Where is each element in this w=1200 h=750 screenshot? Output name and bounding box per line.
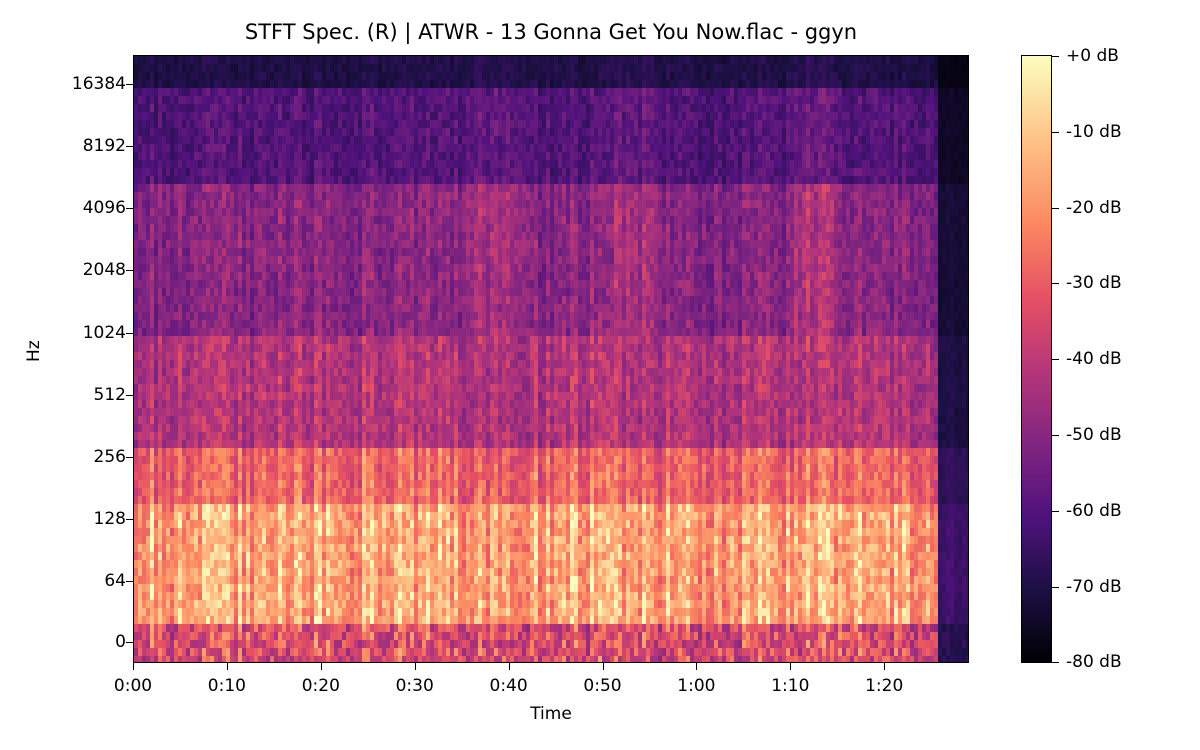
x-tick-label: 1:00: [677, 676, 716, 696]
y-tick-label: 0: [115, 632, 126, 652]
y-tick-label: 4096: [82, 198, 126, 218]
y-tick-mark: [126, 519, 133, 520]
x-axis-label: Time: [530, 704, 572, 724]
colorbar-tick-label: -70 dB: [1066, 576, 1122, 597]
colorbar: [1021, 55, 1052, 663]
x-tick-mark: [696, 663, 698, 670]
y-tick-label: 8192: [82, 136, 126, 156]
y-tick-label: 2048: [82, 260, 126, 280]
y-tick-mark: [126, 84, 133, 85]
x-tick-mark: [133, 663, 134, 670]
x-tick-label: 0:30: [395, 676, 434, 696]
spectrogram-plot: [133, 55, 969, 663]
x-tick-mark: [602, 663, 604, 670]
colorbar-tick-label: -20 dB: [1066, 197, 1122, 218]
colorbar-tick-label: -30 dB: [1066, 273, 1122, 294]
y-tick-mark: [126, 208, 133, 209]
y-tick-mark: [126, 146, 133, 147]
spectrogram-image: [134, 56, 968, 662]
colorbar-tick-label: -40 dB: [1066, 349, 1122, 370]
y-tick-mark: [126, 395, 133, 396]
y-tick-label: 128: [93, 509, 126, 529]
colorbar-tick-label: -60 dB: [1066, 500, 1122, 521]
x-tick-label: 1:10: [771, 676, 810, 696]
x-tick-label: 1:20: [865, 676, 904, 696]
x-tick-mark: [226, 663, 228, 670]
x-tick-mark: [508, 663, 510, 670]
y-tick-mark: [126, 642, 133, 643]
x-tick-mark: [790, 663, 792, 670]
y-tick-mark: [126, 457, 133, 458]
x-tick-label: 0:00: [113, 676, 153, 696]
y-tick-mark: [126, 333, 133, 334]
colorbar-tick-mark: [1052, 435, 1059, 436]
y-axis-label: Hz: [24, 340, 44, 362]
colorbar-tick-mark: [1052, 56, 1059, 57]
colorbar-tick-label: -10 dB: [1066, 121, 1122, 142]
colorbar-tick-mark: [1052, 662, 1059, 664]
x-tick-mark: [414, 663, 416, 670]
x-tick-label: 0:10: [207, 676, 246, 696]
colorbar-tick-label: -50 dB: [1066, 425, 1122, 445]
y-tick-label: 1024: [82, 323, 126, 343]
x-tick-mark: [320, 663, 322, 670]
y-tick-mark: [126, 270, 133, 271]
colorbar-tick-label: +0 dB: [1066, 46, 1119, 66]
x-tick-label: 0:20: [301, 676, 340, 696]
colorbar-tick-mark: [1052, 359, 1059, 361]
colorbar-tick-mark: [1052, 207, 1059, 209]
colorbar-tick-mark: [1052, 510, 1059, 512]
y-tick-label: 16384: [71, 74, 126, 94]
y-tick-mark: [126, 581, 133, 582]
colorbar-tick-mark: [1052, 283, 1059, 285]
colorbar-tick-mark: [1052, 586, 1059, 588]
y-tick-label: 512: [93, 385, 126, 405]
chart-title: STFT Spec. (R) | ATWR - 13 Gonna Get You…: [244, 20, 858, 44]
colorbar-tick-mark: [1052, 131, 1059, 133]
x-tick-label: 0:50: [583, 676, 622, 696]
x-tick-label: 0:40: [489, 676, 528, 696]
y-tick-label: 64: [104, 571, 126, 591]
y-tick-label: 256: [93, 447, 126, 467]
x-tick-mark: [884, 663, 886, 670]
colorbar-tick-label: -80 dB: [1066, 652, 1122, 673]
